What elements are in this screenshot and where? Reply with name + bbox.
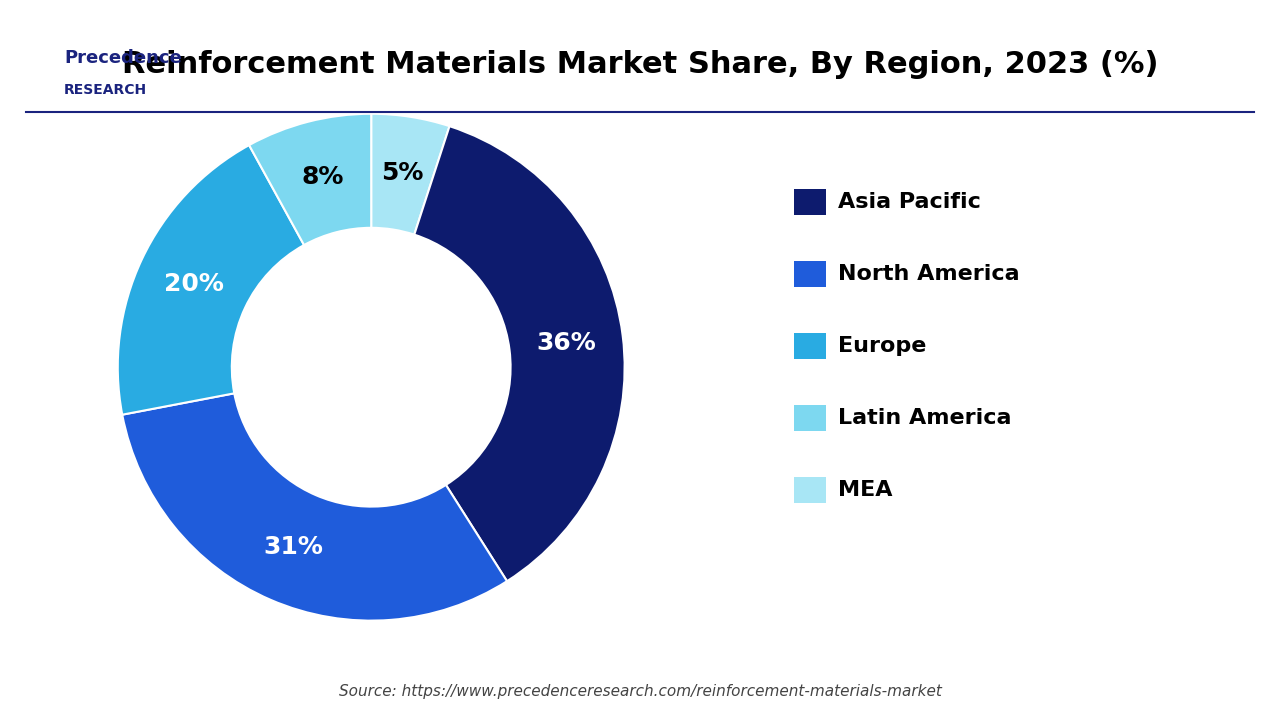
Text: Europe: Europe — [838, 336, 927, 356]
Wedge shape — [118, 145, 305, 415]
Text: MEA: MEA — [838, 480, 893, 500]
Wedge shape — [415, 126, 625, 581]
Text: North America: North America — [838, 264, 1020, 284]
Wedge shape — [250, 114, 371, 245]
Text: Asia Pacific: Asia Pacific — [838, 192, 982, 212]
Text: Source: https://www.precedenceresearch.com/reinforcement-materials-market: Source: https://www.precedenceresearch.c… — [339, 684, 941, 698]
Text: 8%: 8% — [301, 165, 343, 189]
Wedge shape — [123, 393, 507, 621]
Wedge shape — [371, 114, 449, 235]
Text: Reinforcement Materials Market Share, By Region, 2023 (%): Reinforcement Materials Market Share, By… — [122, 50, 1158, 79]
Text: 31%: 31% — [264, 536, 323, 559]
Text: RESEARCH: RESEARCH — [64, 83, 147, 97]
Text: Latin America: Latin America — [838, 408, 1012, 428]
Text: Precedence: Precedence — [64, 49, 182, 67]
Text: 36%: 36% — [536, 330, 596, 354]
Text: 5%: 5% — [380, 161, 424, 185]
Text: 20%: 20% — [164, 271, 224, 296]
